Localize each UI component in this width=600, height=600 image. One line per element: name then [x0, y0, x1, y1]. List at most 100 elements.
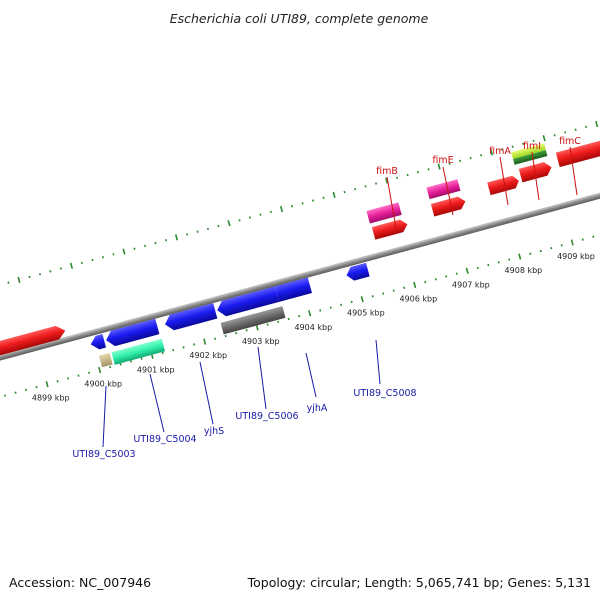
genome-backbone — [0, 177, 600, 371]
gene-arrow-C5003-small[interactable] — [89, 334, 107, 351]
minor-tick-reverse — [277, 320, 280, 323]
minor-tick-reverse — [560, 244, 563, 247]
gene-arrow-fimB[interactable] — [371, 218, 409, 240]
minor-tick-reverse — [382, 292, 385, 295]
callout-fimB — [386, 176, 397, 229]
minor-tick-reverse — [235, 331, 238, 335]
kbp-label: 4904 kbp — [294, 323, 332, 332]
gene-block-fimI-lower[interactable] — [513, 150, 548, 165]
minor-tick-forward — [301, 202, 304, 205]
minor-tick-forward — [522, 142, 525, 146]
minor-tick-reverse — [592, 235, 595, 238]
callout-UTI89-C5008 — [375, 339, 381, 385]
major-tick-reverse — [255, 324, 259, 331]
minor-tick-reverse — [67, 377, 70, 380]
gene-label-UTI89-C5008[interactable]: UTI89_C5008 — [353, 388, 416, 399]
minor-tick-forward — [564, 131, 567, 134]
major-tick-forward — [17, 276, 21, 283]
minor-tick-forward — [364, 185, 367, 188]
gene-label-UTI89-C5004[interactable]: UTI89_C5004 — [133, 434, 196, 445]
minor-tick-reverse — [581, 238, 584, 241]
gene-arrow-forward-left[interactable] — [0, 324, 67, 361]
gene-block-C5004[interactable] — [111, 338, 166, 365]
minor-tick-reverse — [329, 306, 332, 309]
minor-tick-forward — [427, 168, 430, 171]
callout-UTI89-C5004 — [149, 373, 165, 433]
minor-tick-reverse — [403, 286, 406, 289]
minor-tick-reverse — [392, 289, 395, 292]
minor-tick-forward — [91, 258, 94, 262]
gene-arrow-fimE[interactable] — [430, 195, 467, 217]
genome-summary-text: Topology: circular; Length: 5,065,741 bp… — [247, 575, 591, 590]
gene-label-fimE[interactable]: fimE — [432, 155, 453, 166]
minor-tick-forward — [417, 171, 420, 174]
gene-arrow-yjhA[interactable] — [274, 277, 312, 302]
major-tick-reverse — [518, 253, 522, 260]
minor-tick-reverse — [35, 385, 38, 389]
gene-label-UTI89-C5006[interactable]: UTI89_C5006 — [235, 411, 298, 422]
major-tick-reverse — [308, 310, 312, 317]
gene-label-yjhA[interactable]: yjhA — [307, 403, 328, 414]
callout-yjhS — [199, 361, 214, 425]
forward-strand-ticks — [7, 120, 599, 284]
gene-arrow-fimC[interactable] — [555, 139, 600, 168]
minor-tick-reverse — [550, 246, 553, 250]
label-callouts — [102, 146, 578, 448]
major-tick-forward — [279, 205, 284, 213]
gene-arrow-yjhS[interactable] — [163, 303, 218, 332]
minor-tick-forward — [501, 148, 504, 151]
minor-tick-forward — [49, 270, 52, 273]
minor-tick-forward — [217, 224, 220, 228]
gene-label-fimC[interactable]: fimC — [559, 136, 581, 147]
minor-tick-forward — [480, 154, 483, 157]
gene-block-C5006[interactable] — [220, 306, 286, 335]
minor-tick-reverse — [508, 258, 511, 261]
gene-label-fimA[interactable]: fimA — [489, 146, 511, 157]
minor-tick-reverse — [287, 317, 290, 321]
minor-tick-reverse — [214, 337, 217, 340]
callout-fimE — [442, 166, 454, 216]
minor-tick-forward — [311, 199, 315, 202]
minor-tick-reverse — [172, 348, 175, 352]
gene-arrow-C5006[interactable] — [215, 286, 280, 318]
minor-tick-forward — [406, 173, 409, 177]
callout-yjhA — [305, 352, 317, 398]
minor-tick-forward — [269, 210, 273, 214]
minor-tick-forward — [375, 182, 378, 185]
gene-label-fimB[interactable]: fimB — [376, 166, 398, 177]
callout-fimI — [531, 151, 540, 201]
kbp-label: 4908 kbp — [505, 266, 543, 275]
minor-tick-reverse — [350, 300, 353, 304]
gene-label-yjhS[interactable]: yjhS — [204, 426, 224, 437]
minor-tick-forward — [133, 247, 136, 250]
gene-block-C5003[interactable] — [98, 352, 113, 368]
minor-tick-reverse — [161, 351, 164, 355]
minor-tick-forward — [574, 128, 577, 131]
major-tick-forward — [69, 262, 74, 269]
minor-tick-reverse — [319, 309, 322, 312]
gene-arrow-C5004[interactable] — [104, 318, 160, 348]
gene-block-fimI-upper[interactable] — [511, 143, 546, 160]
gene-block-fimB-upper[interactable] — [366, 202, 402, 224]
minor-tick-forward — [322, 196, 325, 199]
gene-label-UTI89-C5003[interactable]: UTI89_C5003 — [72, 449, 135, 460]
major-tick-reverse — [413, 281, 417, 289]
accession-text: Accession: NC_007946 — [9, 575, 152, 590]
minor-tick-reverse — [109, 365, 112, 369]
minor-tick-reverse — [182, 346, 185, 349]
minor-tick-reverse — [434, 278, 437, 281]
gene-arrow-fimA[interactable] — [487, 174, 520, 196]
minor-tick-forward — [164, 239, 168, 242]
gene-arrow-C5008[interactable] — [345, 262, 370, 282]
minor-tick-reverse — [340, 303, 343, 306]
gene-block-fimE-upper[interactable] — [426, 179, 461, 200]
minor-tick-reverse — [14, 391, 17, 394]
minor-tick-reverse — [539, 249, 542, 253]
minor-tick-forward — [143, 244, 147, 248]
kbp-label: 4903 kbp — [242, 337, 280, 346]
minor-tick-reverse — [371, 295, 374, 298]
minor-tick-forward — [396, 176, 399, 180]
minor-tick-forward — [101, 256, 104, 259]
major-tick-forward — [332, 191, 336, 198]
gene-label-fimI[interactable]: fimI — [523, 141, 541, 152]
